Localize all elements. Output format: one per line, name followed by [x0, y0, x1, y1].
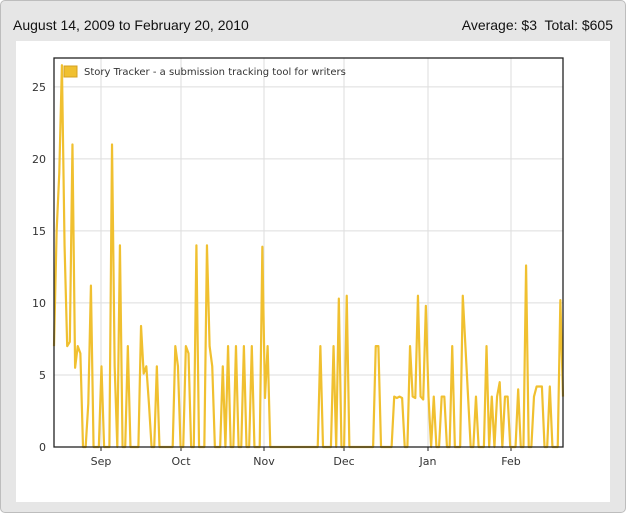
series-line [52, 64, 565, 449]
y-tick-label: 20 [32, 153, 46, 166]
y-tick-label: 15 [32, 225, 46, 238]
x-tick-label: Oct [171, 455, 191, 468]
x-tick-label: Dec [333, 455, 354, 468]
y-tick-label: 25 [32, 81, 46, 94]
chart-panel: 0 5 10 15 20 25 Sep Oct Nov Dec Jan Feb Story Trac… [16, 41, 610, 502]
y-tick-label: 10 [32, 297, 46, 310]
legend: Story Tracker - a submission tracking to… [63, 65, 346, 78]
x-axis-ticks: Sep Oct Nov Dec Jan Feb [91, 455, 521, 468]
y-tick-label: 0 [39, 441, 46, 454]
x-tick-label: Nov [253, 455, 275, 468]
legend-swatch [63, 65, 78, 78]
plot-border [53, 57, 564, 448]
summary-stats: Average: $3 Total: $605 [461, 17, 613, 33]
x-tick-label: Jan [419, 455, 437, 468]
x-tick-label: Feb [501, 455, 520, 468]
line-chart: 0 5 10 15 20 25 Sep Oct Nov Dec Jan Feb Story Trac… [32, 57, 565, 468]
y-axis-ticks: 0 5 10 15 20 25 [32, 81, 46, 454]
y-tick-label: 5 [39, 369, 46, 382]
x-tick-label: Sep [91, 455, 112, 468]
legend-label: Story Tracker - a submission tracking to… [84, 67, 346, 78]
date-range-label: August 14, 2009 to February 20, 2010 [13, 17, 249, 33]
chart-header: August 14, 2009 to February 20, 2010 Ave… [1, 1, 625, 41]
series-layer [52, 64, 565, 449]
